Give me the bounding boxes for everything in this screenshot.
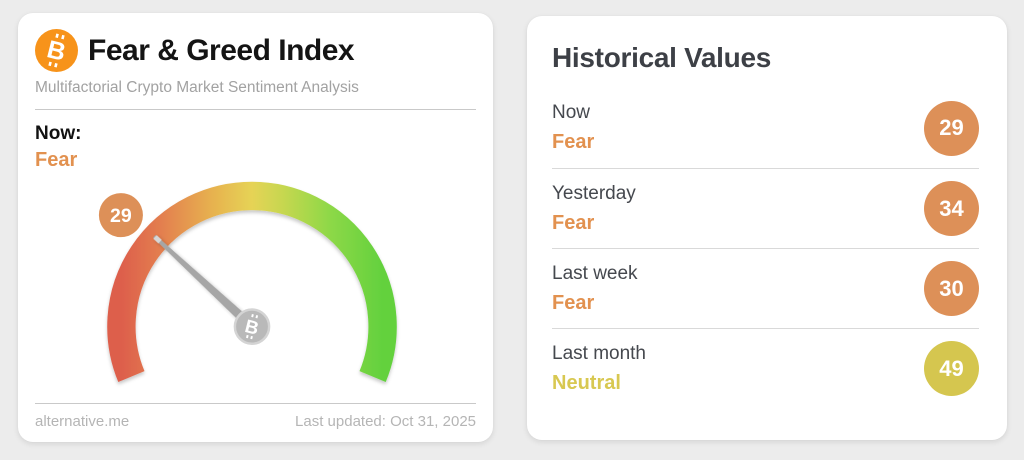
historical-values-list: Now Fear 29 Yesterday Fear 34 Last week … <box>552 88 979 408</box>
row-label: Now <box>552 102 591 123</box>
svg-text:B: B <box>243 315 261 339</box>
subtitle: Multifactorial Crypto Market Sentiment A… <box>35 79 359 96</box>
gauge-needle <box>153 235 256 331</box>
value-badge: 34 <box>924 181 979 236</box>
value-badge: 29 <box>924 100 979 156</box>
row-label: Last week <box>552 262 638 284</box>
historical-values-card: Historical Values Now Fear 29 Yesterday … <box>527 16 1007 440</box>
list-item-last-month: Last month Neutral 49 <box>552 328 979 408</box>
card-header: B Fear & Greed Index <box>35 29 476 72</box>
row-label: Last month <box>552 342 646 364</box>
value-badge: 49 <box>924 341 979 396</box>
card-footer: alternative.me Last updated: Oct 31, 202… <box>35 403 476 430</box>
value-badge: 30 <box>924 261 979 316</box>
page-title: Fear & Greed Index <box>88 33 355 67</box>
attribution-link[interactable]: alternative.me <box>35 413 130 430</box>
gauge-arc <box>107 181 397 383</box>
footer-divider <box>35 403 476 404</box>
now-label: Now: <box>35 123 82 144</box>
now-classification: Fear <box>35 149 78 171</box>
row-classification: Fear <box>552 211 595 234</box>
row-label: Yesterday <box>552 182 636 204</box>
historical-values-title: Historical Values <box>552 42 772 73</box>
list-item-yesterday: Yesterday Fear 34 <box>552 168 979 248</box>
bitcoin-icon: B <box>35 29 78 72</box>
header-divider <box>35 109 476 110</box>
row-classification: Neutral <box>552 371 621 394</box>
fear-greed-gauge: B 29 <box>32 175 472 400</box>
last-updated-text: Last updated: Oct 31, 2025 <box>295 413 476 430</box>
gauge-value: 29 <box>110 205 132 227</box>
fear-greed-card: B Fear & Greed Index Multifactorial Cryp… <box>18 13 493 442</box>
list-item-now: Now Fear 29 <box>552 88 979 168</box>
gauge-hub-bitcoin-icon: B <box>233 308 271 345</box>
gauge-value-badge: 29 <box>98 193 143 238</box>
row-classification: Fear <box>552 131 595 153</box>
row-classification: Fear <box>552 291 595 314</box>
list-item-last-week: Last week Fear 30 <box>552 248 979 328</box>
